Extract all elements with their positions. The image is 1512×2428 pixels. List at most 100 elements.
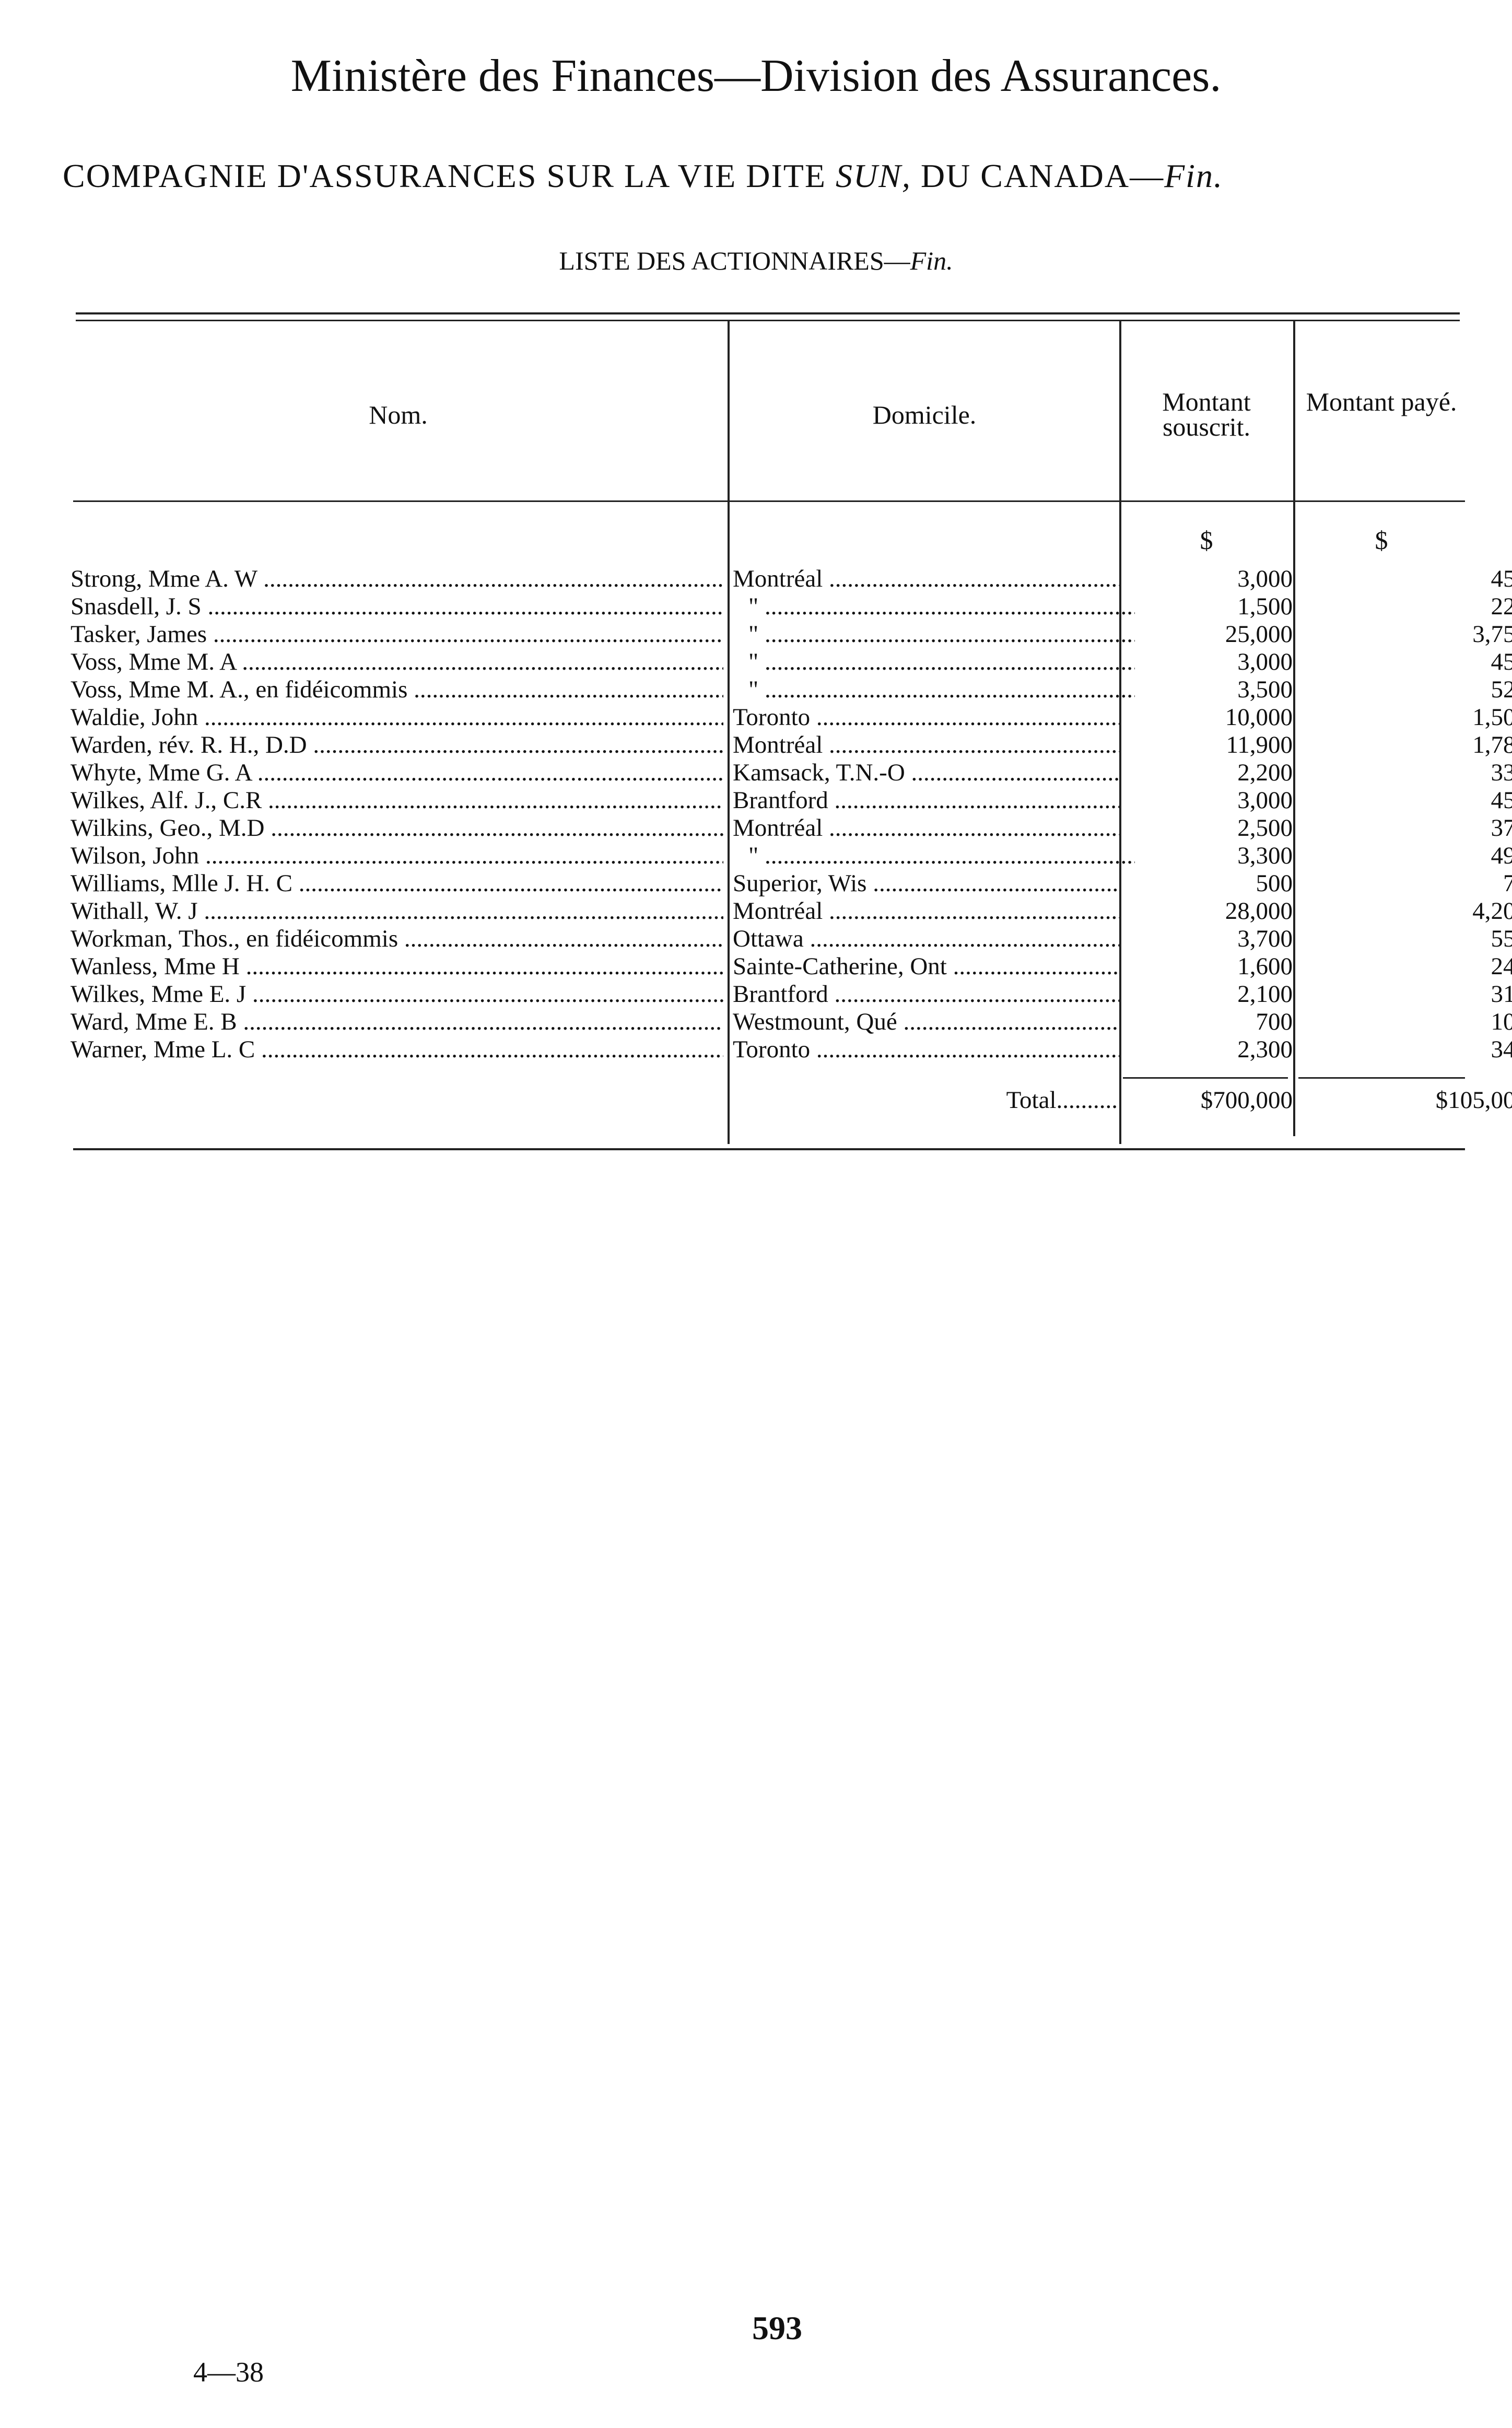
- shareholder-domicile: Brantford: [733, 980, 1119, 1008]
- table-row: Waldie, John Toronto 10,000 1,500: [71, 704, 1512, 731]
- amount-subscribed: 3,700: [1237, 925, 1293, 952]
- table-row: Wilkes, Mme E. J Brantford 2,100 315: [71, 980, 1512, 1008]
- shareholder-domicile: ": [733, 842, 1135, 870]
- amount-subscribed: 1,500: [1237, 593, 1293, 620]
- amount-subscribed: 500: [1256, 870, 1293, 897]
- shareholder-domicile: Montréal: [733, 897, 1119, 925]
- header-bottom-rule: [73, 500, 1465, 502]
- table-row: Workman, Thos., en fidéicommis Ottawa 3,70…: [71, 925, 1512, 953]
- shareholder-domicile: Brantford: [733, 787, 1119, 814]
- table-top-rule-2: [76, 320, 1460, 321]
- amount-paid: 3,750: [1472, 621, 1512, 648]
- shareholder-name: Whyte, Mme G. A: [71, 759, 723, 787]
- shareholder-name: Wilkes, Alf. J., C.R: [71, 787, 723, 814]
- shareholder-name: Strong, Mme A. W: [71, 565, 723, 593]
- amount-subscribed: 3,000: [1237, 787, 1293, 814]
- column-divider: [1293, 321, 1295, 1136]
- shareholder-name: Withall, W. J: [71, 897, 723, 925]
- table-row: Wilson, John " 3,300 495: [71, 842, 1512, 870]
- signature-mark: 4—38: [193, 2356, 264, 2388]
- column-divider: [1119, 321, 1121, 1144]
- shareholder-domicile: ": [733, 648, 1135, 676]
- table-row: Voss, Mme M. A., en fidéicommis " 3,500 525: [71, 676, 1512, 704]
- amount-paid: 225: [1491, 593, 1512, 620]
- column-divider: [728, 321, 730, 1144]
- amount-paid: 105: [1491, 1008, 1512, 1035]
- shareholder-name: Tasker, James: [71, 621, 723, 648]
- amount-subscribed: 25,000: [1225, 621, 1293, 648]
- total-row: Total.......... $700,000 $105,000: [71, 1087, 1512, 1114]
- amount-subscribed: 2,500: [1237, 814, 1293, 842]
- shareholder-domicile: Montréal: [733, 814, 1119, 842]
- amount-subscribed: 3,000: [1237, 565, 1293, 592]
- total-souscrit: $700,000: [1200, 1087, 1293, 1114]
- list-title: LISTE DES ACTIONNAIRES—: [559, 246, 910, 275]
- amount-paid: 450: [1491, 565, 1512, 592]
- company-heading: COMPAGNIE D'ASSURANCES SUR LA VIE DITE S…: [63, 157, 1223, 195]
- shareholder-name: Warner, Mme L. C: [71, 1036, 723, 1064]
- total-paye: $105,000: [1435, 1087, 1512, 1114]
- amount-paid: 555: [1491, 925, 1512, 952]
- amount-paid: 450: [1491, 787, 1512, 814]
- amount-paid: 1,785: [1472, 731, 1512, 758]
- shareholder-name: Wilkes, Mme E. J: [71, 980, 723, 1008]
- amount-subscribed: 10,000: [1225, 704, 1293, 731]
- shareholder-domicile: Westmount, Qué: [733, 1008, 1119, 1036]
- shareholder-name: Warden, rév. R. H., D.D: [71, 731, 723, 759]
- shareholder-domicile: Kamsack, T.N.-O: [733, 759, 1119, 787]
- table-row: Warner, Mme L. C Toronto 2,300 345: [71, 1036, 1512, 1064]
- page-title: Ministère des Finances—Division des Assu…: [290, 51, 1222, 101]
- table-row: Tasker, James " 25,000 3,750: [71, 621, 1512, 648]
- shareholder-domicile: Montréal: [733, 731, 1119, 759]
- page-number: 593: [752, 2309, 802, 2347]
- amount-subscribed: 3,300: [1237, 842, 1293, 869]
- header-souscrit: Montant souscrit.: [1162, 387, 1251, 441]
- header-domicile: Domicile.: [872, 400, 977, 429]
- currency-paye: $: [1375, 526, 1388, 555]
- company-name-rest: DU CANADA—: [911, 157, 1165, 194]
- shareholder-domicile: Sainte-Catherine, Ont: [733, 953, 1119, 980]
- amount-subscribed: 28,000: [1225, 897, 1293, 925]
- company-name: COMPAGNIE D'ASSURANCES SUR LA VIE DITE: [63, 157, 836, 194]
- header-nom: Nom.: [369, 400, 428, 429]
- subtotal-rule: [1123, 1077, 1288, 1079]
- amount-paid: 330: [1491, 759, 1512, 786]
- currency-souscrit: $: [1200, 526, 1213, 555]
- amount-paid: 495: [1491, 842, 1512, 869]
- table-row: Wanless, Mme H Sainte-Catherine, Ont 1,600…: [71, 953, 1512, 980]
- amount-subscribed: 700: [1256, 1008, 1293, 1035]
- table-row: Wilkes, Alf. J., C.R Brantford 3,000 450: [71, 787, 1512, 814]
- shareholder-domicile: ": [733, 593, 1135, 621]
- table-top-rule: [76, 312, 1460, 314]
- amount-paid: 315: [1491, 980, 1512, 1008]
- table-row: Withall, W. J Montréal 28,000 4,200: [71, 897, 1512, 925]
- amount-paid: 75: [1503, 870, 1512, 897]
- table-row: Strong, Mme A. W Montréal 3,000 450: [71, 565, 1512, 593]
- amount-subscribed: 1,600: [1237, 953, 1293, 980]
- amount-subscribed: 11,900: [1226, 731, 1293, 758]
- subtotal-rule: [1298, 1077, 1465, 1079]
- shareholder-name: Williams, Mlle J. H. C: [71, 870, 723, 897]
- total-label: Total..........: [1006, 1087, 1118, 1114]
- shareholder-name: Ward, Mme E. B: [71, 1008, 723, 1036]
- amount-paid: 345: [1491, 1036, 1512, 1063]
- header-paye: Montant payé.: [1306, 387, 1457, 416]
- shareholder-name: Snasdell, J. S: [71, 593, 723, 621]
- company-name-italic: SUN,: [835, 157, 911, 194]
- shareholder-domicile: Montréal: [733, 565, 1119, 593]
- table-row: Voss, Mme M. A " 3,000 450: [71, 648, 1512, 676]
- shareholder-name: Wilkins, Geo., M.D: [71, 814, 723, 842]
- shareholder-name: Waldie, John: [71, 704, 723, 731]
- shareholder-domicile: Toronto: [733, 704, 1119, 731]
- amount-paid: 4,200: [1472, 897, 1512, 925]
- amount-paid: 1,500: [1472, 704, 1512, 731]
- shareholder-name: Voss, Mme M. A., en fidéicommis: [71, 676, 723, 704]
- table-row: Whyte, Mme G. A Kamsack, T.N.-O 2,200 330: [71, 759, 1512, 787]
- table-row: Warden, rév. R. H., D.D Montréal 11,900 1,7…: [71, 731, 1512, 759]
- shareholder-domicile: ": [733, 621, 1135, 648]
- shareholder-domicile: ": [733, 676, 1135, 704]
- shareholder-domicile: Superior, Wis: [733, 870, 1119, 897]
- shareholder-domicile: Ottawa: [733, 925, 1119, 953]
- table-row: Williams, Mlle J. H. C Superior, Wis 500 75: [71, 870, 1512, 897]
- amount-subscribed: 3,000: [1237, 648, 1293, 675]
